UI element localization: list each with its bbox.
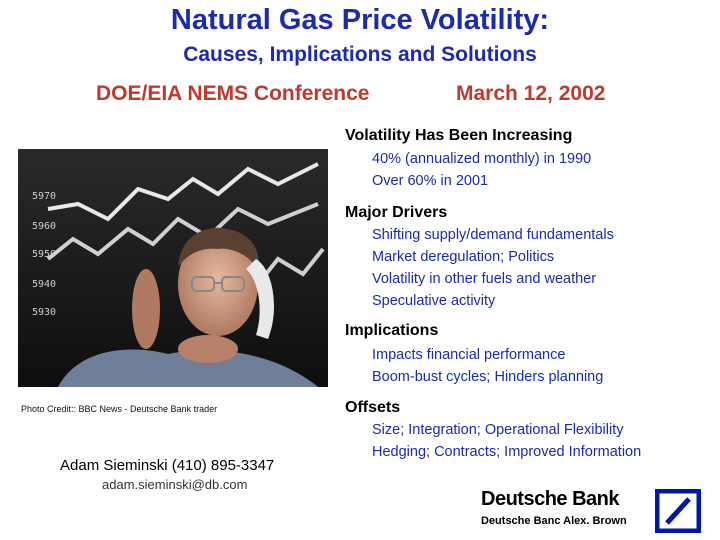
deutsche-bank-logo-icon bbox=[654, 488, 702, 534]
list-item: Shifting supply/demand fundamentals bbox=[372, 227, 614, 243]
conference-name: DOE/EIA NEMS Conference bbox=[96, 82, 370, 105]
board-number: 5960 bbox=[32, 221, 56, 232]
brand-subtitle: Deutsche Banc Alex. Brown bbox=[481, 515, 627, 527]
trader-photo: 5970 5960 5950 5940 5930 bbox=[18, 149, 328, 387]
board-number: 5940 bbox=[32, 279, 56, 290]
section-heading-offsets: Offsets bbox=[345, 399, 401, 416]
price-line-1 bbox=[47, 162, 319, 222]
price-line-2 bbox=[46, 202, 319, 261]
conference-date: March 12, 2002 bbox=[456, 82, 606, 105]
telephone-icon bbox=[246, 259, 275, 339]
list-item: Hedging; Contracts; Improved Information bbox=[372, 444, 642, 460]
section-heading-volatility: Volatility Has Been Increasing bbox=[345, 127, 573, 144]
contact-email: adam.sieminski@db.com bbox=[102, 477, 248, 492]
list-item: Speculative activity bbox=[372, 293, 496, 309]
slide-title: Natural Gas Price Volatility: bbox=[170, 4, 550, 36]
board-number: 5970 bbox=[32, 191, 56, 202]
list-item: Volatility in other fuels and weather bbox=[372, 271, 597, 287]
contact-name-phone: Adam Sieminski (410) 895-3347 bbox=[60, 457, 275, 474]
list-item: Boom-bust cycles; Hinders planning bbox=[372, 369, 604, 385]
section-heading-drivers: Major Drivers bbox=[345, 204, 448, 221]
photo-credit: Photo Credit:: BBC News - Deutsche Bank … bbox=[21, 404, 218, 414]
list-item: Over 60% in 2001 bbox=[372, 173, 489, 189]
board-number: 5950 bbox=[32, 249, 56, 260]
brand-name: Deutsche Bank bbox=[481, 488, 620, 510]
section-heading-implications: Implications bbox=[345, 322, 439, 339]
board-number: 5930 bbox=[32, 307, 56, 318]
list-item: Market deregulation; Politics bbox=[372, 249, 555, 265]
trader-shirt bbox=[58, 349, 318, 387]
slide-subtitle: Causes, Implications and Solutions bbox=[183, 43, 537, 66]
trader-hair bbox=[178, 227, 259, 271]
list-item: Size; Integration; Operational Flexibili… bbox=[372, 422, 624, 438]
trader-photo-illustration: 5970 5960 5950 5940 5930 bbox=[18, 149, 328, 387]
list-item: 40% (annualized monthly) in 1990 bbox=[372, 151, 592, 167]
trader-hand bbox=[178, 335, 238, 363]
list-item: Impacts financial performance bbox=[372, 347, 566, 363]
